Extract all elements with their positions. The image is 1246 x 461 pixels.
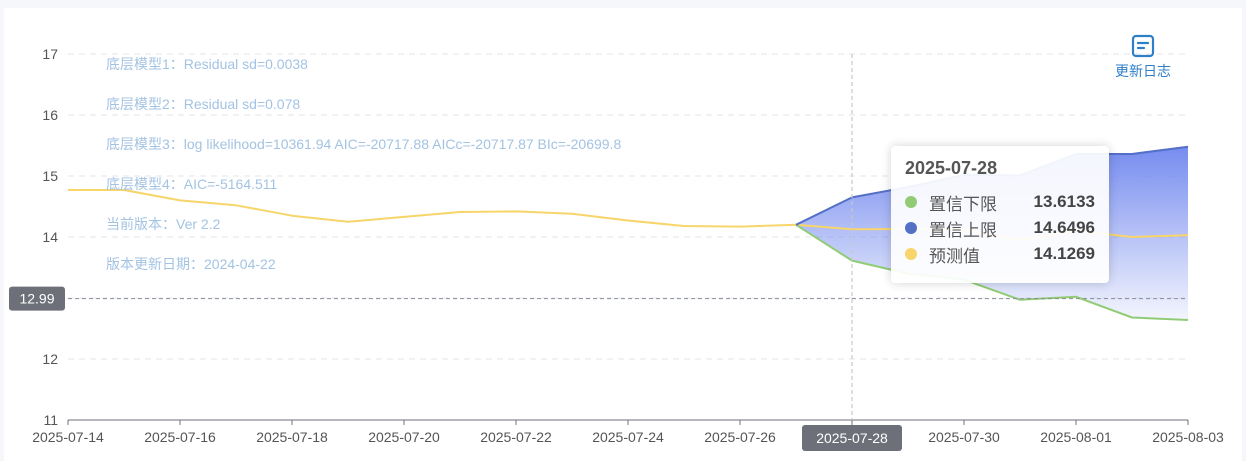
tooltip-row-value: 13.6133 (1033, 192, 1095, 211)
legend-dot-lower (905, 196, 917, 208)
note-update-date: 版本更新日期：2024-04-22 (106, 256, 276, 272)
tooltip-row-value: 14.1269 (1033, 244, 1095, 263)
legend-dot-forecast (905, 248, 917, 260)
y-tick-label: 11 (43, 412, 58, 428)
x-tick-label: 2025-07-22 (480, 429, 552, 445)
tooltip-row: 置信上限 14.6496 (905, 215, 1095, 241)
hover-x-label: 2025-07-28 (816, 430, 888, 446)
legend-dot-upper (905, 222, 917, 234)
hover-x-badge (802, 425, 902, 451)
note-model-4: 底层模型4：AIC=-5164.511 (106, 176, 278, 192)
markers: 12.99 2025-07-28 (9, 54, 1188, 451)
series-line (795, 223, 1189, 321)
axes: 111213141516172025-07-142025-07-162025-0… (32, 46, 1224, 445)
x-tick-label: 2025-08-01 (1040, 429, 1112, 445)
hover-tooltip: 2025-07-28 置信下限 13.6133 置信上限 14.6496 预测值… (891, 146, 1109, 283)
changelog-label: 更新日志 (1115, 63, 1171, 79)
tooltip-row-value: 14.6496 (1033, 218, 1095, 237)
tooltip-title: 2025-07-28 (905, 158, 998, 178)
x-tick-label: 2025-07-26 (704, 429, 776, 445)
note-model-1: 底层模型1：Residual sd=0.0038 (106, 56, 308, 72)
note-model-2: 底层模型2：Residual sd=0.078 (106, 96, 301, 112)
x-tick-label: 2025-07-18 (256, 429, 328, 445)
tooltip-row-name: 置信下限 (929, 194, 997, 214)
x-tick-label: 2025-07-24 (592, 429, 664, 445)
tooltip-row-name: 置信上限 (929, 220, 997, 240)
y-tick-label: 15 (42, 168, 58, 184)
mark-line-badge (9, 286, 65, 311)
y-tick-label: 16 (42, 107, 58, 123)
note-model-3: 底层模型3：log likelihood=10361.94 AIC=-20717… (106, 136, 622, 152)
x-tick-label: 2025-07-30 (928, 429, 1000, 445)
tooltip-row-name: 预测值 (929, 246, 980, 266)
changelog-button[interactable]: 更新日志 (1110, 34, 1176, 81)
chart-card: 111213141516172025-07-142025-07-162025-0… (4, 8, 1242, 461)
y-tick-label: 14 (42, 229, 58, 245)
note-version: 当前版本：Ver 2.2 (106, 216, 221, 232)
tooltip-row: 预测值 14.1269 (905, 241, 1095, 267)
tooltip-row: 置信下限 13.6133 (905, 189, 1095, 215)
x-tick-label: 2025-07-14 (32, 429, 104, 445)
x-tick-label: 2025-08-03 (1152, 429, 1224, 445)
y-tick-label: 12 (42, 351, 58, 367)
mark-line-label: 12.99 (19, 291, 54, 307)
document-icon (1131, 34, 1155, 58)
y-tick-label: 17 (42, 46, 58, 62)
x-tick-label: 2025-07-16 (144, 429, 216, 445)
x-tick-label: 2025-07-20 (368, 429, 440, 445)
